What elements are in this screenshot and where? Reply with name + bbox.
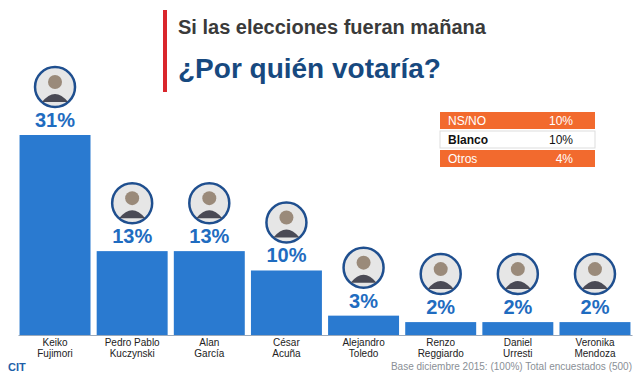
tick-label-line: Daniel (504, 337, 532, 348)
data-label: 13% (189, 225, 229, 247)
x-axis: KeikoFujimori Pedro PabloKuczynski AlanGar… (19, 336, 633, 360)
logo: CIT (8, 361, 26, 373)
photo-head (434, 262, 448, 276)
photo-body (273, 229, 299, 237)
tick: CésarAcuña (272, 337, 301, 359)
photo-head (48, 75, 62, 89)
other-value: 10% (549, 114, 573, 128)
bar (251, 270, 322, 335)
photo-head (588, 262, 602, 276)
candidate-photo (266, 202, 306, 242)
data-label: 2% (503, 296, 532, 318)
tick-label-line: César (273, 337, 300, 348)
photo-head (357, 256, 371, 270)
other-row (440, 131, 595, 148)
tick-label-line: Mendoza (574, 348, 616, 359)
data-label: 2% (426, 296, 455, 318)
tick-label-line: Veronika (576, 337, 615, 348)
candidate-photo (112, 183, 152, 223)
data-label: 3% (349, 290, 378, 312)
other-label: Otros (448, 152, 477, 166)
tick-label-line: Fujimori (37, 348, 73, 359)
other-label: Blanco (448, 133, 488, 147)
photo-body (428, 281, 454, 289)
tick: Pedro PabloKuczynski (105, 337, 160, 359)
tick-label: KeikoFujimori (37, 337, 73, 359)
tick-label: VeronikaMendoza (574, 337, 616, 359)
tick-label: AlanGarcía (194, 337, 224, 359)
photo-body (42, 94, 68, 102)
photo-head (279, 210, 293, 224)
tick-label-line: Toledo (349, 348, 379, 359)
other-responses: NS/NO 10% Blanco 10% Otros 4% (440, 112, 595, 167)
axis-line (19, 335, 633, 336)
data-label: 31% (35, 109, 75, 131)
tick-label: DanielUrresti (503, 337, 532, 359)
photo-head (125, 191, 139, 205)
title-bar (163, 10, 167, 92)
bar (405, 322, 476, 335)
candidate-photo (575, 254, 615, 294)
source: Base diciembre 2015: (100%) Total encues… (391, 361, 632, 372)
bar (559, 322, 630, 335)
candidate-photo (498, 254, 538, 294)
other-label: NS/NO (448, 114, 486, 128)
tick-label: Pedro PabloKuczynski (105, 337, 160, 359)
photo-body (119, 210, 145, 218)
bar (174, 251, 245, 335)
tick-label-line: Keiko (43, 337, 68, 348)
other-value: 4% (556, 152, 574, 166)
bar (482, 322, 553, 335)
tick-label-line: Acuña (272, 348, 301, 359)
tick: RenzoReggiardo (418, 337, 465, 359)
title: Si las elecciones fueran mañana (178, 16, 487, 38)
candidate-photo (344, 248, 384, 288)
candidate-photo (421, 254, 461, 294)
candidate-photo (189, 183, 229, 223)
photo-body (196, 210, 222, 218)
tick-label-line: Urresti (503, 348, 532, 359)
other-value: 10% (549, 133, 573, 147)
tick-label-line: García (194, 348, 224, 359)
tick: VeronikaMendoza (574, 337, 616, 359)
photo-body (351, 275, 377, 283)
tick: AlanGarcía (194, 337, 224, 359)
bar (97, 251, 168, 335)
tick-label-line: Alejandro (342, 337, 385, 348)
tick-label: RenzoReggiardo (418, 337, 465, 359)
tick-label-line: Pedro Pablo (105, 337, 160, 348)
tick-label-line: Alan (199, 337, 219, 348)
data-label: 10% (266, 244, 306, 266)
photo-head (511, 262, 525, 276)
tick: DanielUrresti (503, 337, 532, 359)
candidate-photo (35, 67, 75, 107)
tick-label-line: Renzo (426, 337, 455, 348)
photo-head (202, 191, 216, 205)
tick: KeikoFujimori (37, 337, 73, 359)
photo-body (505, 281, 531, 289)
data-labels: 31% 13% 13% 10% 3% 2% 2% 2% (35, 67, 615, 318)
chart: Si las elecciones fueran mañana ¿Por quié… (0, 0, 640, 373)
tick-label: CésarAcuña (272, 337, 301, 359)
subtitle: ¿Por quién votaría? (178, 53, 441, 84)
bar (20, 135, 91, 335)
bar (328, 316, 399, 335)
tick-label-line: Reggiardo (418, 348, 465, 359)
data-label: 13% (112, 225, 152, 247)
tick-label: AlejandroToledo (342, 337, 385, 359)
other-row (440, 112, 595, 129)
photo-body (582, 281, 608, 289)
tick: AlejandroToledo (342, 337, 385, 359)
bars (20, 135, 631, 335)
data-label: 2% (581, 296, 610, 318)
tick-label-line: Kuczynski (110, 348, 155, 359)
other-row (440, 150, 595, 167)
